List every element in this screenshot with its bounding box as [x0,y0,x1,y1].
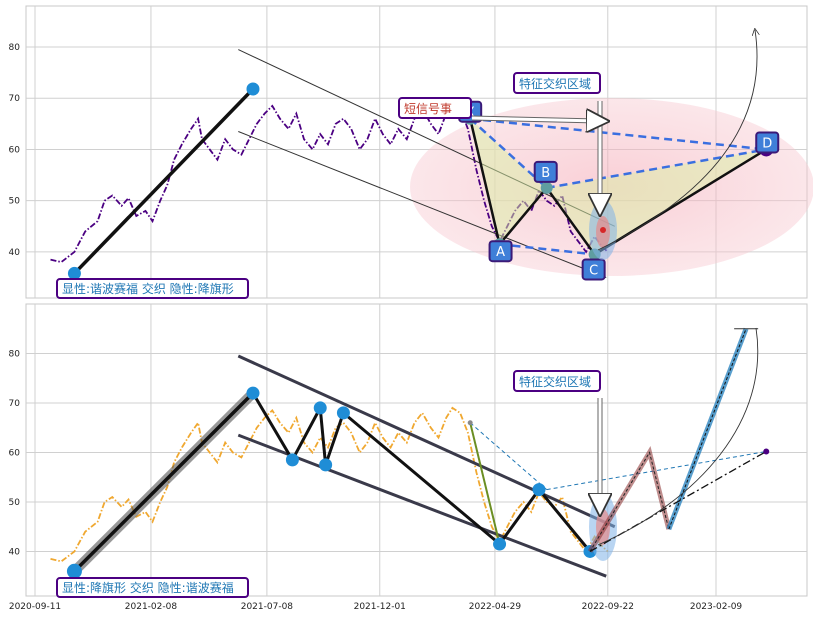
pattern-letter-badge [488,240,513,263]
signal-label: 短信号事 [404,102,452,116]
bottom-grid [26,304,807,596]
y-tick-label: 70 [9,94,21,104]
y-tick-label: 70 [9,399,21,409]
price-series-line-orange [50,406,609,563]
pattern-letter-d: D [762,136,772,151]
pattern-dashed-connector [546,148,767,190]
top-label-bottom-box: 显性:谐波赛福 交织 隐性:降旗形 [56,278,249,299]
flag-channel-line [237,354,616,529]
x-tick-labels: 2020-09-11 2021-02-08 2021-07-08 2021-12-01… [9,602,743,612]
pattern-point [540,181,553,194]
pattern-letter-badge [533,160,558,183]
flag-point [246,82,260,96]
pattern-dashed-connector [470,117,767,151]
pattern-letter-badge [755,131,780,154]
y-tick-label: 40 [9,547,21,557]
y-tick-label: 40 [9,248,21,258]
bottom-plot-content [50,327,770,579]
projection-curve [597,327,759,546]
y-tick-label: 60 [9,448,21,458]
flag-zigzag-point [246,386,260,400]
bottom-y-tick-labels: 40 50 60 70 80 [9,349,21,557]
flag-channel-line [237,433,607,578]
bottom-zone-label: 特征交织区域 [519,374,591,389]
flag-zigzag-point [493,537,507,551]
projection-curve [597,30,757,251]
bottom-label-bottom-box: 显性:降旗形 交织 隐性:谐波赛福 [56,577,249,598]
top-zone-label-box: 特征交织区域 [513,72,601,94]
pattern-triangle-xab [470,118,547,245]
flag-zigzag-point [313,401,327,415]
harmonic-dashed-xb [469,422,548,490]
projection-blue-line [668,328,747,530]
pattern-letter-a: A [496,245,505,260]
x-tick-label: 2020-09-11 [9,602,61,612]
signal-label-box: 短信号事 [398,97,472,119]
flag-zigzag-point [532,483,546,497]
y-tick-label: 50 [9,498,21,508]
bottom-panel: 40 50 60 70 80 [9,303,808,597]
flag-pole-start-point [66,563,82,579]
x-tick-label: 2023-02-09 [690,602,743,612]
flag-zigzag-line [251,392,592,553]
flag-pole-line [73,87,255,275]
bottom-zone-label-box: 特征交织区域 [513,370,601,392]
y-tick-label: 60 [9,145,21,155]
pattern-letter-badge [581,258,606,281]
flag-zigzag-point [285,453,299,467]
top-y-tick-labels: 40 50 60 70 80 [9,43,21,258]
top-label-bottom: 显性:谐波赛福 交织 隐性:降旗形 [62,281,234,296]
x-tick-label: 2022-04-29 [469,602,522,612]
x-tick-label: 2022-09-22 [582,602,634,612]
x-tick-label: 2021-12-01 [354,602,406,612]
flag-point [67,266,81,280]
bottom-panel-frame [25,303,808,597]
y-tick-label: 50 [9,197,21,207]
pattern-letter-c: C [589,263,598,278]
harmonic-leg-xa [469,422,501,545]
flag-pole-line [73,391,255,573]
signal-arrow [471,118,598,121]
x-tick-label: 2021-02-08 [125,602,178,612]
top-zone-label: 特征交织区域 [519,76,591,91]
x-tick-label: 2021-07-08 [241,602,294,612]
channel-line [238,131,607,278]
target-point [763,448,770,455]
pattern-dashed-connector [499,242,595,256]
flag-zigzag-point [319,458,333,472]
harmonic-point-x [467,420,473,426]
flag-zigzag-point [336,406,350,420]
bottom-label-bottom: 显性:降旗形 交织 隐性:谐波赛福 [62,580,234,595]
y-tick-label: 80 [9,349,21,359]
harmonic-dashed-bd [546,450,767,491]
projection-red-line [589,451,670,552]
target-dot [600,227,606,233]
pattern-letter-b: B [541,166,550,181]
y-tick-label: 80 [9,43,21,53]
